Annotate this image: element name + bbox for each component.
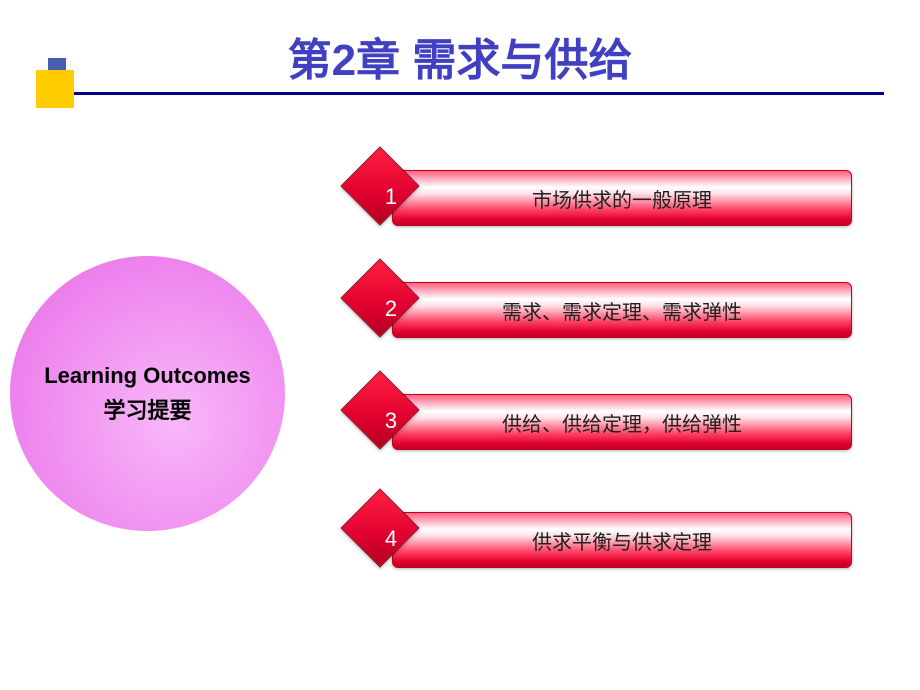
learning-outcomes-circle: Learning Outcomes 学习提要 [10, 256, 285, 531]
outcome-number: 1 [363, 169, 419, 225]
circle-label-cn: 学习提要 [103, 393, 191, 425]
circle-label-en: Learning Outcomes [44, 363, 251, 389]
outcome-number: 4 [363, 511, 419, 567]
outcome-label: 市场供求的一般原理 [532, 184, 712, 213]
outcome-number: 2 [363, 281, 419, 337]
header-divider [36, 92, 884, 95]
outcome-number: 3 [363, 393, 419, 449]
outcome-bar: 供给、供给定理，供给弹性 [392, 394, 852, 450]
outcome-label: 供求平衡与供求定理 [532, 526, 712, 555]
outcome-bar: 供求平衡与供求定理 [392, 512, 852, 568]
outcome-label: 供给、供给定理，供给弹性 [502, 408, 742, 437]
outcome-label: 需求、需求定理、需求弹性 [502, 296, 742, 325]
outcome-bar: 市场供求的一般原理 [392, 170, 852, 226]
outcome-bar: 需求、需求定理、需求弹性 [392, 282, 852, 338]
slide-title: 第2章 需求与供给 [0, 24, 920, 88]
corner-accent-yellow [36, 70, 74, 108]
